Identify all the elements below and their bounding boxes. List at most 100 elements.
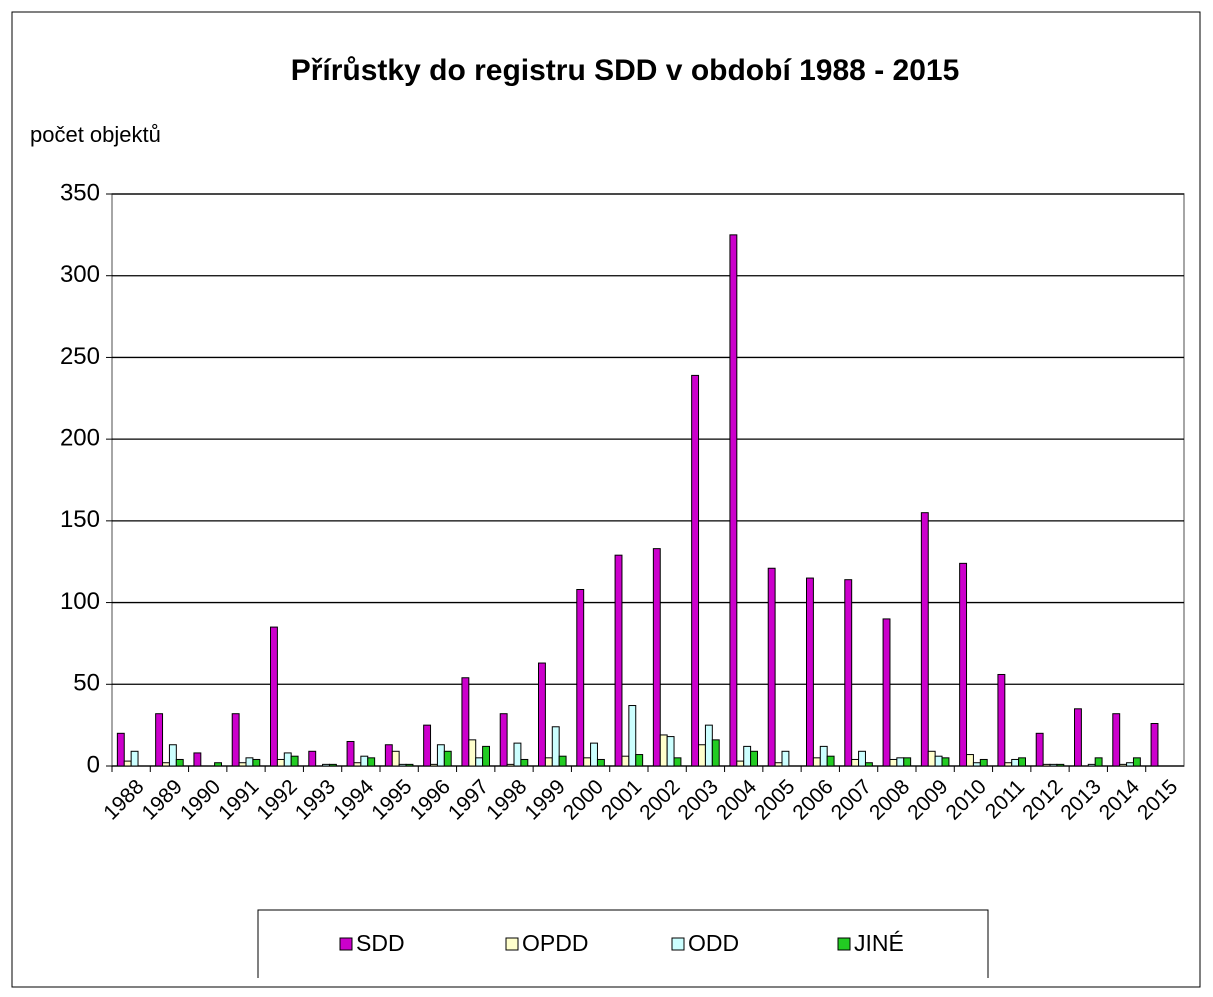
bar: [405, 763, 414, 767]
bar: [430, 763, 438, 767]
bar: [959, 562, 968, 767]
x-tick-label: 2000: [559, 775, 608, 824]
bar: [652, 548, 661, 767]
x-tick-label: 2002: [635, 775, 684, 824]
y-tick-label: 250: [60, 343, 100, 370]
x-tick-label: 1990: [176, 775, 225, 824]
bar: [774, 762, 783, 767]
x-tick-label: 2007: [827, 775, 876, 824]
bar: [858, 750, 866, 767]
legend-label: OPDD: [522, 930, 588, 956]
x-tick-label: 2010: [942, 775, 991, 824]
bar: [238, 762, 247, 767]
bar: [353, 762, 362, 767]
bar: [729, 234, 738, 767]
bar: [659, 734, 668, 767]
x-tick-label: 2006: [788, 775, 837, 824]
bar: [468, 739, 477, 767]
bar: [1119, 763, 1128, 767]
y-tick-label: 150: [60, 506, 100, 533]
bar: [367, 757, 376, 767]
x-tick-label: 1996: [406, 775, 455, 824]
bar: [506, 763, 515, 767]
x-tick-label: 2014: [1095, 775, 1145, 825]
bar: [123, 760, 132, 767]
bar: [635, 754, 644, 767]
bar: [576, 588, 585, 767]
bar: [903, 757, 912, 767]
y-tick-label: 300: [60, 261, 100, 288]
bar: [1049, 763, 1058, 767]
chart-title: Přírůstky do registru SDD v období 1988 …: [291, 54, 960, 87]
bar: [781, 750, 790, 767]
y-axis-label: počet objektů: [30, 122, 161, 147]
bar: [1018, 757, 1026, 767]
x-tick-label: 1998: [482, 775, 531, 824]
bar: [175, 758, 184, 767]
bar: [520, 758, 529, 767]
bar: [934, 755, 943, 767]
bar: [927, 750, 936, 767]
bar: [889, 758, 898, 767]
x-tick-label: 2009: [903, 775, 952, 824]
bar: [704, 724, 713, 767]
x-tick-label: 2012: [1018, 775, 1067, 824]
legend-label: SDD: [356, 930, 405, 956]
bar: [1074, 708, 1082, 767]
bar: [290, 755, 299, 767]
bar: [673, 757, 682, 767]
bar: [346, 740, 355, 767]
bar: [628, 705, 637, 767]
bar: [819, 745, 828, 767]
bar: [328, 763, 337, 767]
bar: [322, 763, 330, 767]
bar: [391, 750, 400, 767]
bar: [499, 713, 508, 767]
bar: [423, 724, 432, 767]
x-tick-label: 2011: [981, 775, 1029, 823]
bar: [711, 739, 720, 767]
x-tick-label: 1999: [520, 775, 569, 824]
bar: [851, 758, 860, 767]
legend-box: [257, 909, 989, 978]
bar: [666, 736, 675, 767]
bar: [882, 618, 891, 767]
bar: [461, 677, 470, 767]
bar: [1042, 763, 1051, 767]
bar: [698, 744, 706, 767]
bar: [558, 755, 567, 767]
bar: [896, 757, 905, 767]
bar: [443, 750, 452, 767]
y-tick-label: 350: [60, 179, 100, 206]
bar: [1132, 757, 1141, 767]
bar: [538, 662, 546, 767]
bar: [168, 744, 177, 767]
y-tick-label: 50: [73, 670, 100, 697]
x-tick-label: 1988: [99, 775, 148, 824]
bar: [130, 750, 139, 767]
bar: [276, 758, 285, 767]
bar: [475, 757, 484, 767]
x-tick-label: 2008: [865, 775, 914, 824]
legend-swatch: [505, 937, 519, 951]
x-tick-label: 1989: [138, 775, 187, 824]
bar: [551, 726, 560, 767]
y-tick-label: 100: [60, 588, 100, 615]
bar: [384, 744, 393, 767]
y-tick-label: 200: [60, 424, 100, 451]
bar: [941, 757, 950, 767]
x-tick-label: 2001: [597, 775, 646, 824]
bar: [1011, 758, 1020, 767]
bar: [162, 762, 170, 767]
bar: [1112, 713, 1121, 767]
legend-label: ODD: [688, 930, 739, 956]
bar: [691, 374, 700, 767]
bar: [398, 763, 407, 767]
bar: [214, 762, 222, 767]
bar: [750, 750, 758, 767]
x-tick-label: 2015: [1133, 775, 1182, 824]
bar: [360, 755, 369, 767]
x-tick-label: 1992: [252, 775, 301, 824]
x-tick-label: 2013: [1056, 775, 1105, 824]
bar: [812, 757, 821, 767]
